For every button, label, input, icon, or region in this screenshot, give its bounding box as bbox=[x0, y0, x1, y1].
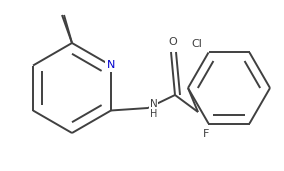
Text: F: F bbox=[203, 129, 210, 139]
Text: N: N bbox=[107, 61, 115, 70]
Text: O: O bbox=[169, 37, 178, 47]
Text: H: H bbox=[150, 109, 157, 119]
Text: N: N bbox=[150, 99, 158, 109]
Text: Cl: Cl bbox=[191, 40, 202, 49]
